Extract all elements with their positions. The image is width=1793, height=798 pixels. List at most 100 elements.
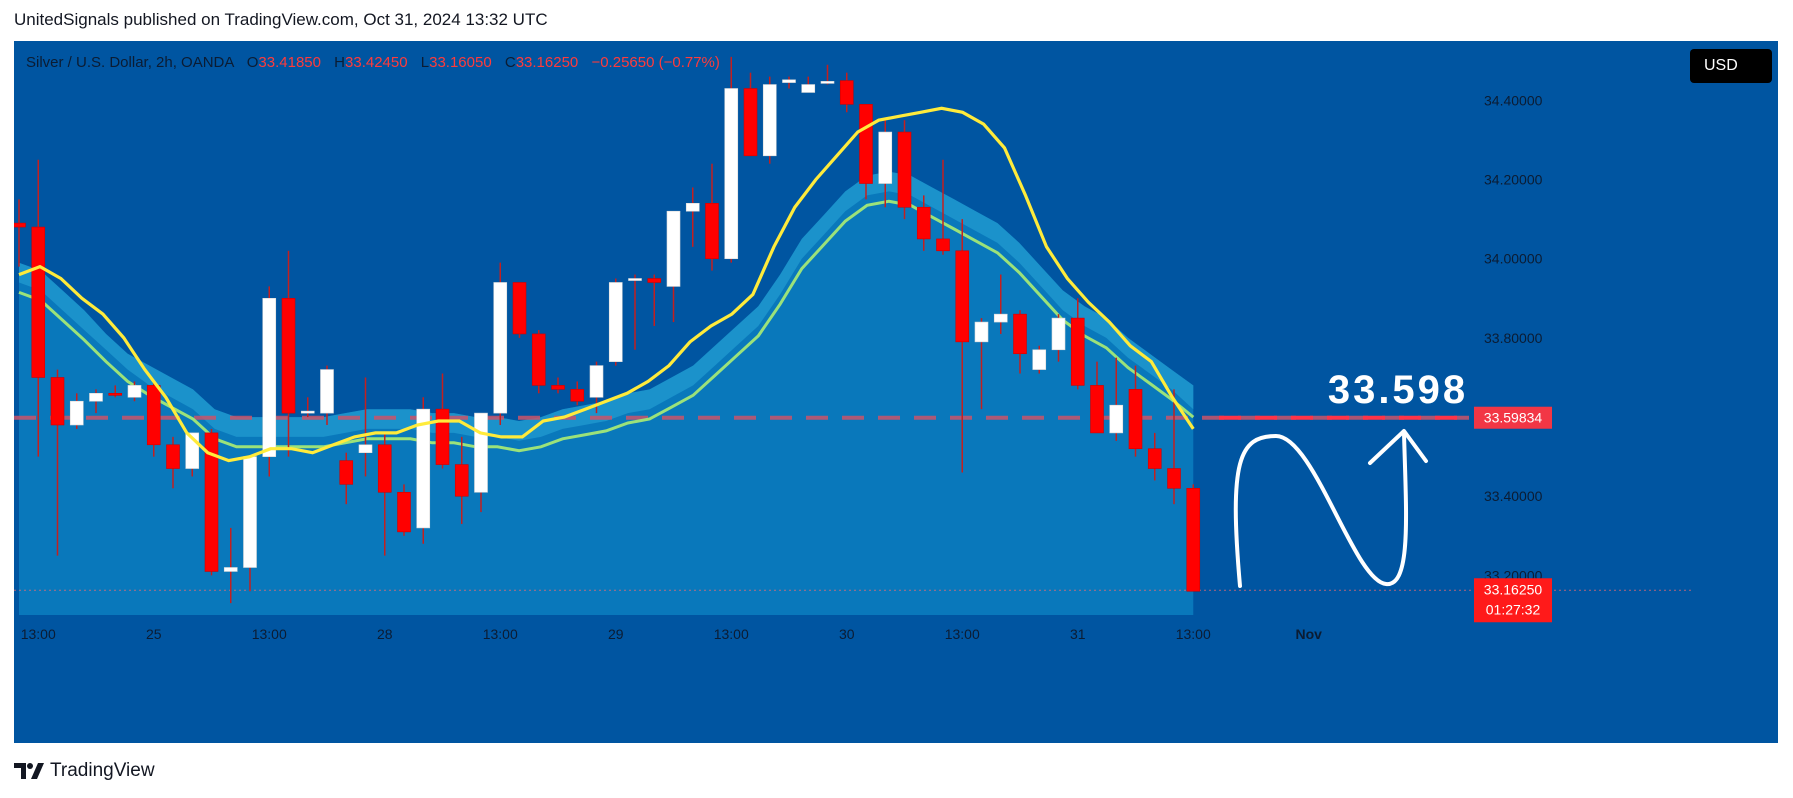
bear-candle	[705, 203, 719, 260]
bull-candle	[474, 412, 488, 493]
price-axis-label: 33.40000	[1484, 488, 1543, 504]
bull-candle	[1109, 404, 1124, 434]
legend-close-label: C	[504, 54, 516, 71]
bull-candle	[243, 456, 257, 568]
bear-candle	[281, 298, 296, 414]
level-price-tag	[1474, 406, 1552, 429]
legend-change: −0.25650 (−0.77%)	[591, 54, 720, 71]
last-price-tag	[1474, 578, 1552, 623]
bull-candle	[801, 84, 816, 93]
bull-candle	[89, 393, 103, 402]
legend-high-label: H	[334, 54, 346, 71]
bear-candle	[897, 131, 912, 208]
bear-candle	[1186, 488, 1201, 592]
bull-candle	[724, 88, 739, 260]
bear-candle	[531, 333, 546, 386]
bear-candle	[839, 80, 854, 105]
bear-candle	[397, 491, 411, 533]
bear-candle	[1147, 448, 1162, 469]
bull-candle	[782, 79, 796, 83]
bear-candle	[146, 385, 161, 446]
bear-candle	[916, 206, 931, 240]
legend-open-label: O	[246, 54, 259, 71]
bull-candle	[974, 321, 989, 343]
time-axis-label: 25	[146, 626, 162, 642]
tradingview-logo-icon	[14, 763, 44, 779]
price-axis-label: 34.00000	[1484, 251, 1543, 267]
bull-candle	[1032, 349, 1047, 370]
price-axis-label: 34.20000	[1484, 172, 1543, 188]
bull-candle	[993, 313, 1008, 323]
bull-candle	[878, 131, 893, 184]
bull-candle	[685, 203, 700, 212]
ohlc-legend: Silver / U.S. Dollar, 2h, OANDA O33.4185…	[26, 54, 720, 71]
bull-candle	[300, 410, 315, 414]
time-axis-bg	[14, 615, 1778, 743]
bear-candle	[955, 250, 970, 343]
annotation-price-text: 33.598	[1328, 368, 1468, 412]
time-axis-label: 13:00	[945, 626, 980, 642]
time-axis-label: 13:00	[21, 626, 56, 642]
bear-candle	[166, 444, 180, 469]
bull-candle	[608, 282, 623, 362]
last-price-tag-text: 33.16250	[1484, 581, 1543, 597]
bear-candle	[339, 460, 354, 485]
bear-candle	[1167, 468, 1181, 489]
bull-candle	[223, 567, 238, 572]
time-axis-label: 13:00	[483, 626, 518, 642]
bear-candle	[454, 464, 469, 497]
bear-candle	[647, 278, 662, 283]
currency-button[interactable]: USD	[1690, 49, 1772, 83]
chart-area[interactable]: 33.598 13:00 25 13:00 28 13:00 29 13:00 30 13:00 3…	[14, 41, 1778, 743]
price-axis-label: 33.80000	[1484, 330, 1543, 346]
bull-candle	[762, 84, 777, 157]
ema-band-fill	[19, 171, 1194, 615]
time-axis-label: 13:00	[1176, 626, 1211, 642]
bear-candle	[551, 385, 565, 390]
bear-candle	[570, 389, 585, 402]
bear-candle	[50, 377, 65, 426]
bull-candle	[666, 210, 681, 287]
bar-countdown-text: 01:27:32	[1486, 601, 1541, 617]
bear-candle	[1013, 313, 1027, 355]
legend-low: 33.16050	[429, 54, 492, 71]
time-axis-label: 13:00	[252, 626, 287, 642]
time-axis-label: 13:00	[714, 626, 749, 642]
time-axis-label: 29	[608, 626, 624, 642]
time-axis-label: 31	[1070, 626, 1086, 642]
brand-footer[interactable]: TradingView	[14, 760, 155, 782]
bear-candle	[31, 226, 46, 378]
time-axis-label: 28	[377, 626, 393, 642]
bear-candle	[743, 88, 758, 157]
legend-close: 33.16250	[515, 54, 579, 71]
bear-candle	[377, 444, 392, 493]
bull-candle	[1051, 317, 1066, 351]
projection-arrow-head	[1368, 429, 1428, 465]
bull-candle	[262, 298, 277, 457]
bull-candle	[820, 81, 835, 84]
bull-candle	[127, 385, 142, 398]
bear-candle	[435, 408, 450, 465]
projection-curve	[1233, 431, 1409, 588]
brand-name: TradingView	[50, 760, 155, 781]
bull-candle	[358, 444, 373, 453]
candles	[14, 56, 1201, 604]
price-axis-label: 34.40000	[1484, 92, 1543, 108]
bear-candle	[108, 393, 123, 396]
legend-low-label: L	[420, 54, 430, 71]
bear-candle	[936, 238, 950, 252]
legend-high: 33.42450	[345, 54, 408, 71]
ema-fast-line	[18, 106, 1195, 463]
bull-candle	[589, 365, 604, 398]
publisher-line: UnitedSignals published on TradingView.c…	[14, 10, 548, 29]
time-axis-label: 30	[839, 626, 855, 642]
bear-candle	[859, 104, 873, 184]
legend-symbol: Silver / U.S. Dollar, 2h, OANDA	[26, 54, 234, 71]
legend-open: 33.41850	[258, 54, 321, 71]
time-axis-label: Nov	[1296, 626, 1323, 642]
bear-candle	[204, 432, 219, 572]
bear-candle	[512, 282, 527, 335]
price-chart[interactable]: 33.598 13:00 25 13:00 28 13:00 29 13:00 30 13:00 3…	[14, 41, 1778, 743]
bull-candle	[416, 408, 431, 529]
bear-candle	[14, 222, 26, 228]
